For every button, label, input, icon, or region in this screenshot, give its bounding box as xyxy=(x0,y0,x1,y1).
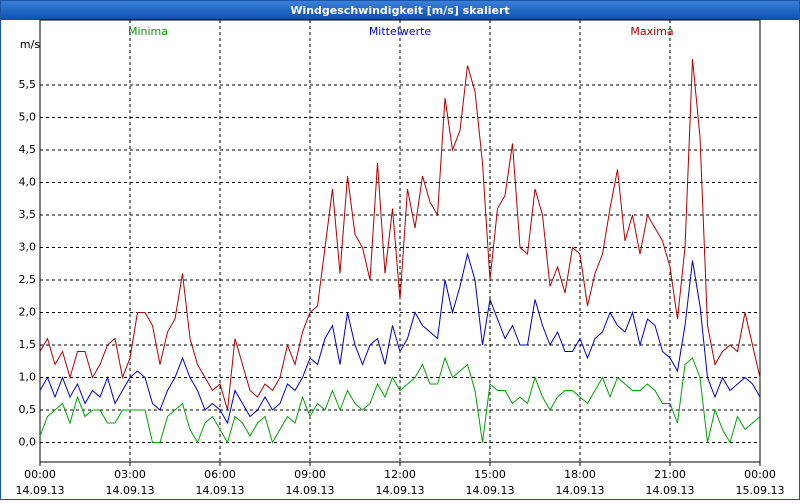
legend-label: Mittelwerte xyxy=(369,25,432,38)
y-tick-label: 4,5 xyxy=(19,143,37,156)
x-tick-label: 03:00 xyxy=(114,468,146,481)
y-tick-label: 5,5 xyxy=(19,78,37,91)
chart-title: Windgeschwindigkeit [m/s] skaliert xyxy=(290,4,509,17)
x-tick-date: 14.09.13 xyxy=(556,484,605,497)
x-tick-label: 00:00 xyxy=(744,468,776,481)
y-tick-label: 0,0 xyxy=(19,436,37,449)
y-tick-label: 4,0 xyxy=(19,176,37,189)
x-tick-date: 14.09.13 xyxy=(466,484,515,497)
x-tick-date: 14.09.13 xyxy=(376,484,425,497)
y-tick-label: 3,5 xyxy=(19,208,37,221)
x-tick-label: 12:00 xyxy=(384,468,416,481)
y-tick-label: 1,0 xyxy=(19,371,37,384)
x-tick-date: 14.09.13 xyxy=(646,484,695,497)
x-tick-label: 09:00 xyxy=(294,468,326,481)
x-tick-date: 14.09.13 xyxy=(106,484,155,497)
x-tick-date: 14.09.13 xyxy=(286,484,335,497)
x-tick-date: 15.09.13 xyxy=(736,484,785,497)
data-line xyxy=(39,58,761,411)
y-tick-label: 5,0 xyxy=(19,111,37,124)
x-tick-label: 21:00 xyxy=(654,468,686,481)
x-tick-date: 14.09.13 xyxy=(196,484,245,497)
legend-label: Minima xyxy=(128,25,168,38)
x-tick-label: 06:00 xyxy=(204,468,236,481)
x-tick-label: 00:00 xyxy=(24,468,56,481)
data-line xyxy=(39,356,761,444)
y-tick-label: 2,0 xyxy=(19,306,37,319)
x-tick-label: 18:00 xyxy=(564,468,596,481)
y-tick-label: 0,5 xyxy=(19,403,37,416)
y-tick-label: 1,5 xyxy=(19,338,37,351)
legend-label: Maxima xyxy=(630,25,673,38)
y-tick-label: 2,5 xyxy=(19,273,37,286)
title-bar xyxy=(1,1,799,20)
x-tick-date: 14.09.13 xyxy=(16,484,65,497)
y-tick-label: 3,0 xyxy=(19,241,37,254)
x-tick-label: 15:00 xyxy=(474,468,506,481)
y-axis-label: m/s xyxy=(20,38,40,51)
data-line xyxy=(39,252,761,425)
